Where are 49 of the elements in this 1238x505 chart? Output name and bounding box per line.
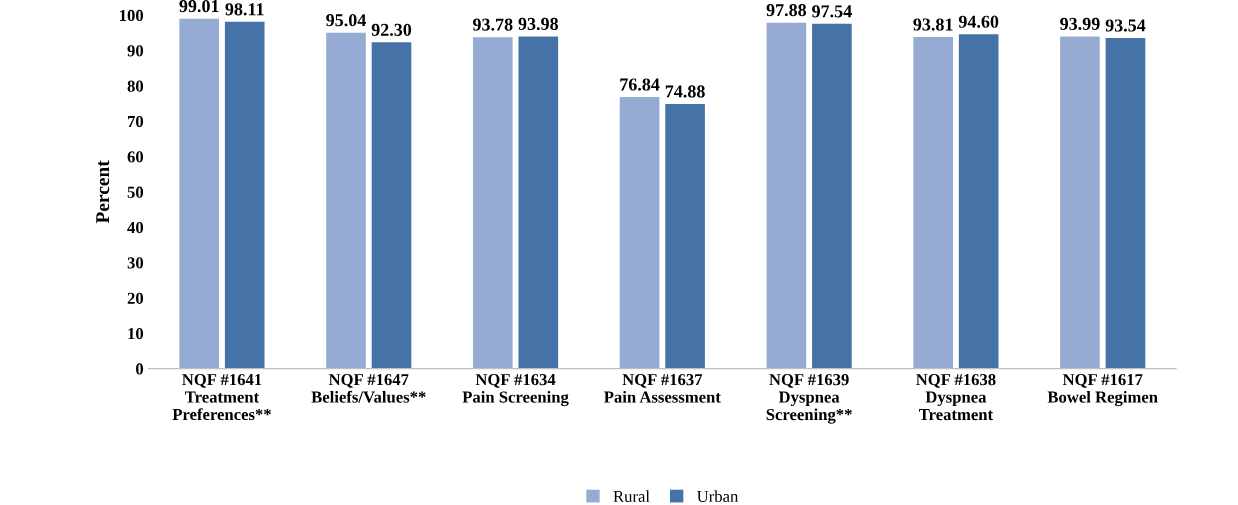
bar	[913, 37, 953, 369]
data-label: 98.11	[225, 3, 264, 16]
x-tick-label: NQF #1637 Pain Assessment	[604, 374, 721, 403]
y-tick-label: 70	[127, 115, 144, 128]
y-axis-title: Percent	[96, 160, 110, 224]
data-label: 74.88	[665, 85, 705, 98]
x-tick-label: NQF #1639 Dyspnea Screening**	[766, 374, 852, 424]
data-label: 93.98	[518, 17, 559, 31]
bar	[665, 103, 705, 369]
bar	[179, 18, 220, 369]
y-tick-label: 20	[127, 292, 144, 304]
bar	[1105, 37, 1146, 369]
data-label: 97.88	[766, 4, 807, 17]
bar	[1060, 36, 1100, 369]
bar	[326, 32, 366, 369]
bar	[224, 21, 265, 369]
bar	[472, 37, 513, 369]
data-label: 76.84	[620, 78, 660, 91]
y-tick-label: 80	[127, 80, 144, 92]
x-tick-label: NQF #1634 Pain Screening	[462, 374, 569, 407]
bar	[766, 22, 807, 369]
data-label: 93.54	[1105, 19, 1146, 32]
bar	[619, 97, 660, 369]
y-tick-label: 60	[127, 151, 144, 163]
x-tick-label: NQF #1638 Dyspnea Treatment	[916, 373, 996, 421]
data-label: 99.01	[179, 0, 219, 13]
data-label: 93.78	[472, 18, 513, 31]
data-label: 97.54	[812, 5, 852, 18]
y-tick-label: 40	[127, 221, 144, 234]
y-tick-label: 10	[128, 328, 144, 340]
bar	[958, 34, 999, 369]
data-label: 94.60	[958, 15, 999, 28]
data-label: 93.99	[1060, 17, 1100, 31]
y-tick-label: 50	[127, 186, 144, 198]
y-tick-label: 30	[127, 257, 144, 269]
x-tick-label: NQF #1647 Beliefs/Values**	[311, 374, 426, 403]
bar	[518, 36, 559, 369]
legend-label: Urban	[697, 490, 739, 503]
y-tick-label: 100	[120, 9, 144, 22]
data-label: 93.81	[913, 18, 953, 31]
bar	[812, 23, 852, 369]
x-tick-label: NQF #1641 Treatment Preferences**	[172, 374, 271, 421]
legend-label: Rural	[613, 490, 650, 503]
bar	[371, 42, 412, 369]
data-label: 92.30	[371, 23, 412, 36]
x-tick-label: NQF #1617 Bowel Regimen	[1047, 374, 1158, 407]
y-tick-label: 90	[127, 45, 144, 57]
data-label: 95.04	[326, 14, 366, 27]
y-tick-label: 0	[136, 363, 144, 375]
